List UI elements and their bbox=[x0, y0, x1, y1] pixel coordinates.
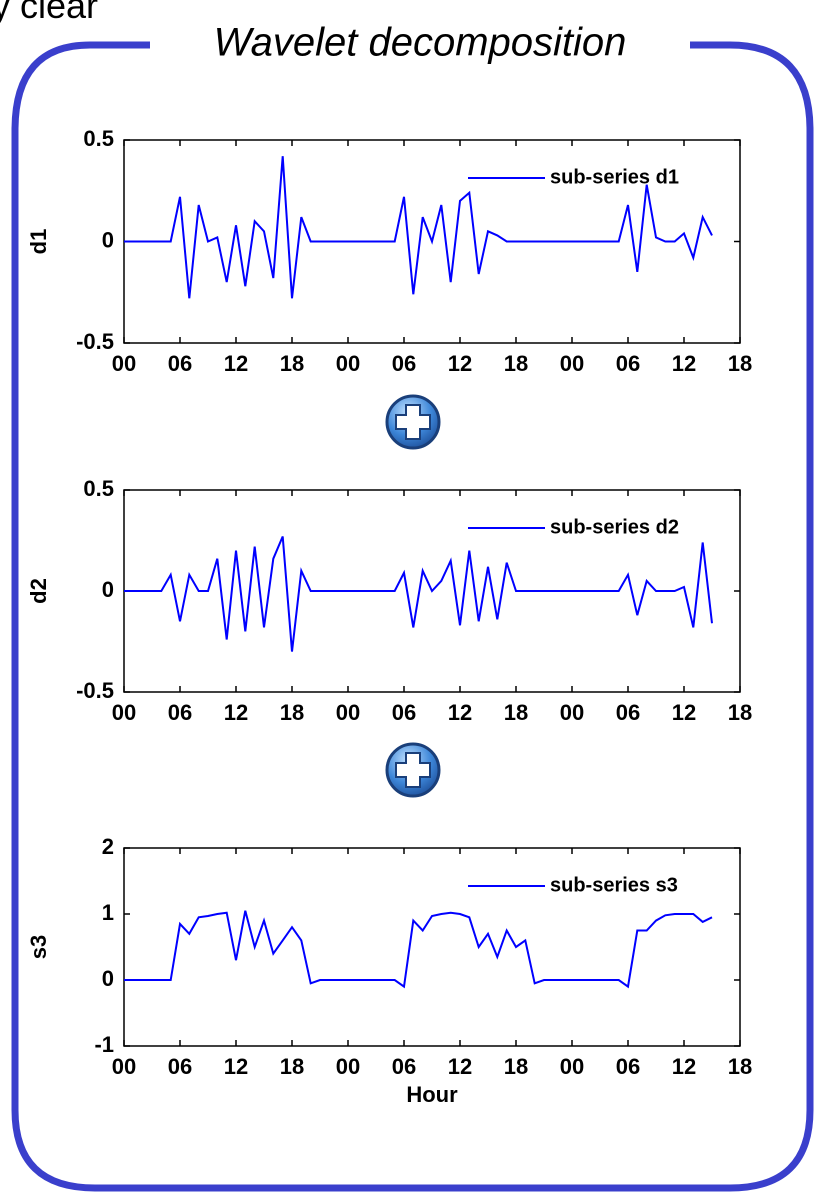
data-line bbox=[124, 536, 713, 652]
x-tick-label: 12 bbox=[448, 700, 472, 725]
y-tick-label: 0 bbox=[102, 227, 114, 252]
x-tick-label: 00 bbox=[560, 1054, 584, 1079]
x-tick-label: 12 bbox=[224, 351, 248, 376]
y-tick-label: -0.5 bbox=[76, 678, 114, 703]
x-tick-label: 18 bbox=[504, 1054, 528, 1079]
x-tick-label: 06 bbox=[616, 1054, 640, 1079]
x-tick-label: 18 bbox=[504, 700, 528, 725]
x-tick-label: 06 bbox=[616, 351, 640, 376]
y-tick-label: 1 bbox=[102, 900, 114, 925]
x-tick-label: 06 bbox=[168, 351, 192, 376]
x-tick-label: 12 bbox=[448, 1054, 472, 1079]
x-tick-label: 12 bbox=[672, 351, 696, 376]
legend-label: sub-series d2 bbox=[550, 516, 679, 538]
x-tick-label: 18 bbox=[504, 351, 528, 376]
x-tick-label: 18 bbox=[728, 1054, 752, 1079]
data-line bbox=[124, 156, 713, 299]
x-tick-label: 06 bbox=[392, 700, 416, 725]
plus-icon bbox=[385, 394, 441, 450]
x-tick-label: 12 bbox=[224, 700, 248, 725]
x-tick-label: 00 bbox=[560, 700, 584, 725]
x-tick-label: 06 bbox=[392, 351, 416, 376]
legend-label: sub-series d1 bbox=[550, 166, 679, 188]
legend-label: sub-series s3 bbox=[550, 874, 678, 896]
y-tick-label: 2 bbox=[102, 834, 114, 859]
x-tick-label: 00 bbox=[336, 700, 360, 725]
x-tick-label: 00 bbox=[336, 1054, 360, 1079]
x-tick-label: 00 bbox=[112, 1054, 136, 1079]
plus-icon bbox=[385, 742, 441, 798]
y-tick-label: 0 bbox=[102, 577, 114, 602]
x-tick-label: 06 bbox=[392, 1054, 416, 1079]
x-tick-label: 00 bbox=[112, 700, 136, 725]
y-tick-label: -1 bbox=[94, 1032, 114, 1057]
y-axis-label: s3 bbox=[26, 935, 51, 959]
x-tick-label: 12 bbox=[672, 1054, 696, 1079]
x-tick-label: 06 bbox=[168, 1054, 192, 1079]
x-tick-label: 12 bbox=[224, 1054, 248, 1079]
cropped-text: y clear bbox=[0, 0, 98, 26]
x-tick-label: 06 bbox=[616, 700, 640, 725]
y-tick-label: 0.5 bbox=[83, 476, 114, 501]
x-tick-label: 18 bbox=[280, 1054, 304, 1079]
data-line bbox=[124, 910, 713, 989]
y-axis-label: d1 bbox=[26, 229, 51, 255]
plot-area bbox=[123, 847, 741, 1047]
x-tick-label: 18 bbox=[280, 700, 304, 725]
title: Wavelet decomposition bbox=[214, 21, 627, 65]
y-tick-label: 0 bbox=[102, 966, 114, 991]
x-tick-label: 12 bbox=[672, 700, 696, 725]
frame bbox=[11, 41, 814, 1192]
x-tick-label: 18 bbox=[728, 700, 752, 725]
x-tick-label: 00 bbox=[560, 351, 584, 376]
x-tick-label: 12 bbox=[448, 351, 472, 376]
x-tick-label: 18 bbox=[728, 351, 752, 376]
y-axis-label: d2 bbox=[26, 578, 51, 604]
y-tick-label: 0.5 bbox=[83, 126, 114, 151]
y-tick-label: -0.5 bbox=[76, 329, 114, 354]
x-tick-label: 00 bbox=[336, 351, 360, 376]
x-tick-label: 18 bbox=[280, 351, 304, 376]
x-tick-label: 06 bbox=[168, 700, 192, 725]
x-axis-label: Hour bbox=[406, 1082, 458, 1107]
x-tick-label: 00 bbox=[112, 351, 136, 376]
